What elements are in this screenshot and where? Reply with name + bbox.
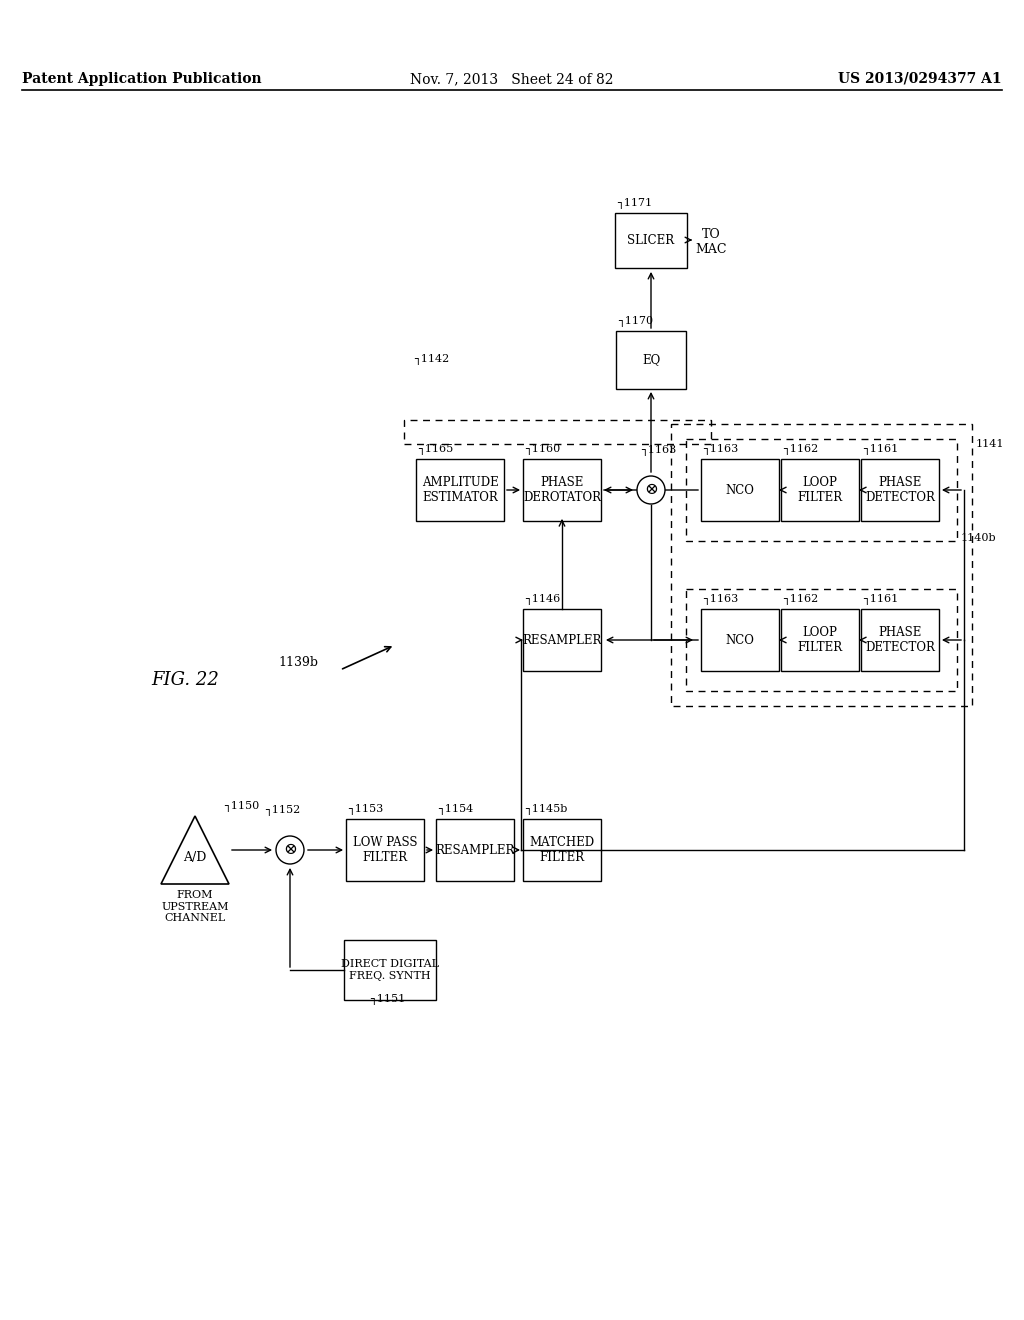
Text: RESAMPLER: RESAMPLER bbox=[522, 634, 602, 647]
Bar bbox=[701, 609, 779, 671]
Text: FIG. 22: FIG. 22 bbox=[152, 671, 219, 689]
Text: Nov. 7, 2013   Sheet 24 of 82: Nov. 7, 2013 Sheet 24 of 82 bbox=[411, 73, 613, 86]
Text: ┐1171: ┐1171 bbox=[617, 198, 652, 209]
Text: LOOP
FILTER: LOOP FILTER bbox=[798, 626, 843, 655]
Text: ┐1161: ┐1161 bbox=[863, 594, 898, 605]
Text: 1139b: 1139b bbox=[278, 656, 318, 669]
Text: ┐1163: ┐1163 bbox=[641, 445, 676, 455]
Text: US 2013/0294377 A1: US 2013/0294377 A1 bbox=[839, 73, 1002, 86]
Text: ┐1142: ┐1142 bbox=[414, 354, 450, 366]
Bar bbox=[344, 940, 436, 1001]
Bar bbox=[346, 818, 424, 880]
Bar bbox=[671, 424, 972, 706]
Bar bbox=[416, 459, 504, 521]
Text: Patent Application Publication: Patent Application Publication bbox=[22, 73, 261, 86]
Bar bbox=[861, 459, 939, 521]
Text: MATCHED
FILTER: MATCHED FILTER bbox=[529, 836, 595, 865]
Text: ┐1151: ┐1151 bbox=[370, 994, 406, 1005]
Text: EQ: EQ bbox=[642, 354, 660, 367]
Bar bbox=[616, 331, 686, 389]
Text: ⊗: ⊗ bbox=[644, 482, 658, 499]
Text: AMPLITUDE
ESTIMATOR: AMPLITUDE ESTIMATOR bbox=[422, 475, 499, 504]
Bar bbox=[701, 459, 779, 521]
Text: ┐1150: ┐1150 bbox=[224, 801, 259, 812]
Text: ┐1165: ┐1165 bbox=[418, 444, 454, 455]
Text: ┐1160: ┐1160 bbox=[525, 444, 560, 455]
Text: DIRECT DIGITAL
FREQ. SYNTH: DIRECT DIGITAL FREQ. SYNTH bbox=[341, 960, 439, 981]
Text: FROM
UPSTREAM
CHANNEL: FROM UPSTREAM CHANNEL bbox=[161, 890, 228, 923]
Text: ┐1162: ┐1162 bbox=[783, 444, 818, 455]
Text: RESAMPLER: RESAMPLER bbox=[435, 843, 515, 857]
Text: ┐1146: ┐1146 bbox=[525, 594, 560, 605]
Circle shape bbox=[637, 477, 665, 504]
Text: ┐1152: ┐1152 bbox=[265, 805, 300, 816]
Text: ┐1170: ┐1170 bbox=[618, 315, 653, 327]
Circle shape bbox=[276, 836, 304, 865]
Bar bbox=[436, 818, 514, 880]
Polygon shape bbox=[161, 816, 229, 884]
Text: NCO: NCO bbox=[726, 483, 755, 496]
Text: NCO: NCO bbox=[726, 634, 755, 647]
Bar bbox=[781, 459, 859, 521]
Text: ┐1145b: ┐1145b bbox=[525, 804, 567, 814]
Text: A/D: A/D bbox=[183, 851, 207, 865]
Text: ⊗: ⊗ bbox=[283, 842, 297, 858]
Text: ┐1163: ┐1163 bbox=[703, 444, 738, 455]
Bar bbox=[523, 818, 601, 880]
Text: LOOP
FILTER: LOOP FILTER bbox=[798, 475, 843, 504]
Text: ┐1162: ┐1162 bbox=[783, 594, 818, 605]
Bar bbox=[404, 420, 711, 444]
Text: PHASE
DETECTOR: PHASE DETECTOR bbox=[865, 626, 935, 655]
Text: PHASE
DEROTATOR: PHASE DEROTATOR bbox=[523, 475, 601, 504]
Bar bbox=[861, 609, 939, 671]
Text: TO
MAC: TO MAC bbox=[695, 228, 726, 256]
Text: ┐1153: ┐1153 bbox=[348, 804, 383, 814]
Text: ┐1163: ┐1163 bbox=[703, 594, 738, 605]
Text: SLICER: SLICER bbox=[628, 234, 675, 247]
Text: 1140b: 1140b bbox=[961, 533, 996, 543]
Text: LOW PASS
FILTER: LOW PASS FILTER bbox=[352, 836, 417, 865]
Text: ┐1161: ┐1161 bbox=[863, 444, 898, 455]
Bar bbox=[781, 609, 859, 671]
Text: PHASE
DETECTOR: PHASE DETECTOR bbox=[865, 475, 935, 504]
Text: 1141: 1141 bbox=[976, 440, 1005, 449]
Bar bbox=[615, 213, 687, 268]
Text: ┐1154: ┐1154 bbox=[438, 804, 473, 814]
Bar bbox=[686, 589, 957, 690]
Bar bbox=[523, 609, 601, 671]
Bar bbox=[523, 459, 601, 521]
Bar bbox=[686, 440, 957, 541]
